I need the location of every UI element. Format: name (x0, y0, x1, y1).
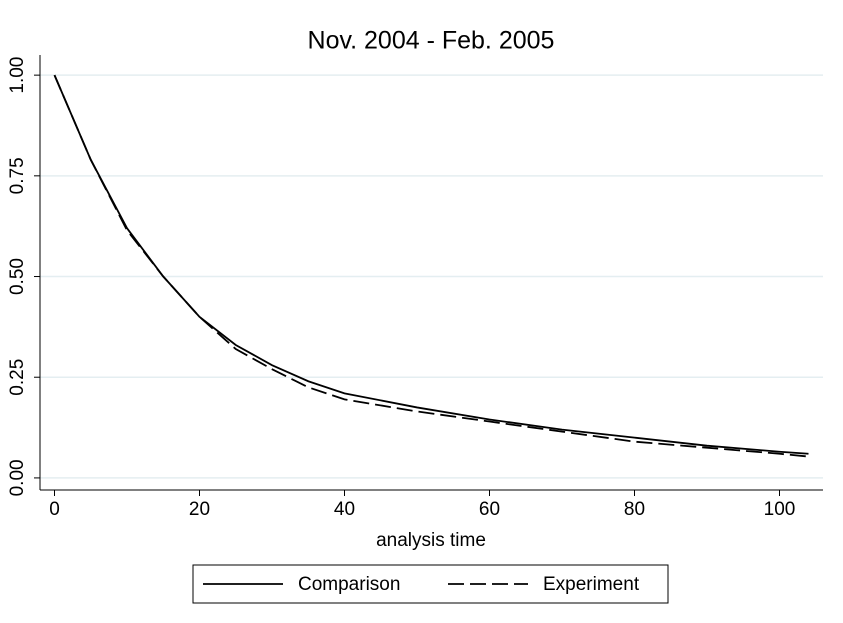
y-tick-label: 0.75 (7, 157, 28, 194)
x-axis-label: analysis time (376, 530, 486, 551)
x-tick-label: 100 (764, 499, 796, 520)
legend-label: Comparison (298, 574, 400, 595)
x-tick-label: 20 (189, 499, 210, 520)
survival-curve (53, 74, 809, 458)
y-tick-label: 0.25 (7, 359, 28, 396)
chart-title: Nov. 2004 - Feb. 2005 (308, 27, 555, 55)
y-tick-label: 0.50 (7, 258, 28, 295)
y-tick-label: 1.00 (7, 57, 28, 94)
x-tick-label: 40 (334, 499, 355, 520)
x-tick-label: 0 (49, 499, 60, 520)
x-tick-label: 80 (624, 499, 645, 520)
y-tick-label: 0.00 (7, 459, 28, 496)
x-tick-label: 60 (479, 499, 500, 520)
legend-label: Experiment (543, 574, 640, 595)
